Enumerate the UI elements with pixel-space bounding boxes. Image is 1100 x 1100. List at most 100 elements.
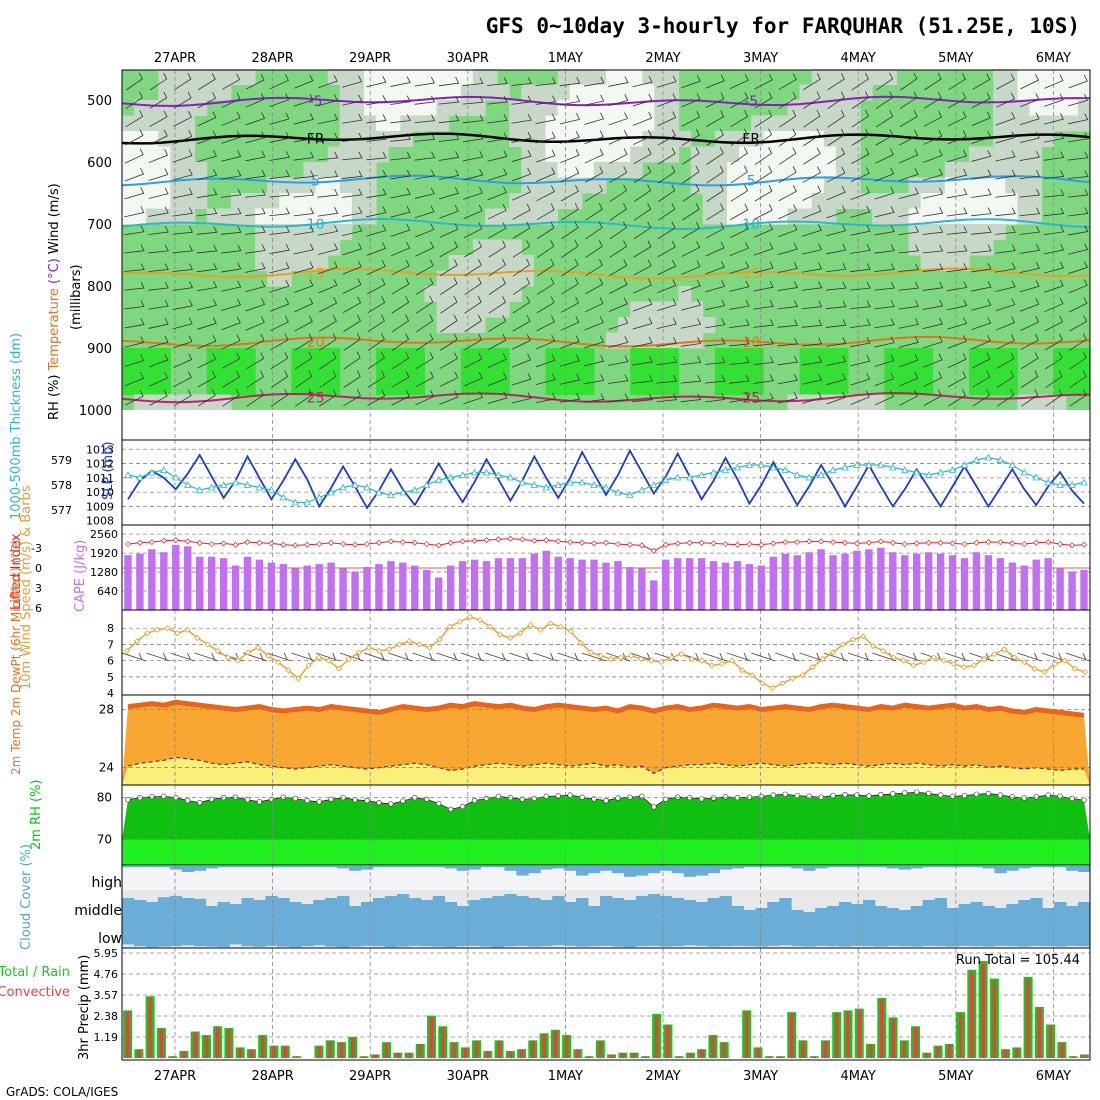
slp-tick-label: 1010 [86,486,114,499]
wind-barb [341,113,363,124]
lifted-index-point [603,539,609,546]
rh-cell [581,348,595,364]
cape-bar [984,555,993,610]
wind-barb [706,165,724,184]
wind-barb [608,130,628,145]
wind-barb [439,259,458,277]
lifted-index-point [196,539,203,546]
rh-cell [509,255,522,271]
rh-cell [727,146,740,163]
rh-cell [714,363,728,380]
high-cloud-bar [779,866,792,868]
lifted-index-point [973,539,980,546]
wind-speed-point [537,626,544,633]
high-cloud-bar [994,866,1007,874]
wind-barb [657,147,676,165]
rh-cell [993,177,1006,194]
wind-barb [778,166,797,184]
middle-cloud-bar [361,902,374,930]
rh-cell [521,115,534,132]
rh-cell [872,193,885,209]
rh-cell [230,363,244,380]
wind-barb [777,319,799,328]
rh-cell [606,84,619,101]
wind-barb [511,167,532,182]
wind-speed-point [900,657,907,664]
wind-barb [657,279,677,294]
cape-bar [219,558,228,610]
rh-cell [206,348,220,364]
wind-barb [825,300,847,310]
wind-barb [1069,315,1088,332]
rh-cell [642,146,655,163]
rh-cell [751,379,764,395]
precip-convective-bar [913,1027,918,1058]
wind-barb [220,207,242,217]
rh-cell [811,394,825,411]
middle-cloud-bar [456,906,469,930]
wind-barb [511,353,532,368]
wind-barb [464,240,483,258]
wind-barb [220,262,242,273]
lifted-index-point [220,540,227,547]
rh-cell [727,348,740,364]
wind-barb [1068,243,1089,255]
rh-cell [908,177,922,194]
wind-barb [923,389,942,407]
wind-speed-point [970,662,978,669]
wind-barb [754,184,773,202]
wind-barb [1067,188,1089,198]
wind-speed-point [1011,654,1018,661]
rh-cell [388,84,401,101]
rh-cell [811,177,825,194]
middle-cloud-bar [372,898,386,930]
wind-barb [585,240,603,258]
rh-cell [920,177,934,194]
rh-point [519,796,526,803]
high-cloud-bar [289,866,302,868]
rh-cell [1053,115,1067,132]
precip-convective-bar [1003,1049,1008,1058]
rh-cell [460,363,474,380]
middle-cloud-bar [277,898,290,930]
rh-cell [872,394,885,411]
li-tick-label: 3 [35,582,42,595]
rh-cell [533,193,546,209]
low-cloud-bar [468,930,481,946]
rh-cell [315,162,329,178]
low-cloud-bar [862,930,876,947]
wind-barb [293,207,315,217]
rh-cell [920,379,934,395]
rh-cell [557,162,571,178]
rh-cell [206,208,220,225]
wind-speed-point [870,642,877,650]
low-cloud-bar [193,930,207,947]
wind-barb [899,91,918,109]
middle-cloud-bar [492,896,505,930]
wind-barb [512,185,531,201]
wind-barb [342,260,362,275]
lifted-index-point [985,539,992,546]
wind-barb [535,392,556,404]
rh-cell [509,100,522,116]
rh-cell [642,131,655,147]
date-tick-label: 30APR [447,1069,489,1084]
wind-barb [416,314,434,333]
wind-barb [1019,112,1040,126]
wind-barb [293,132,314,143]
isotherm-label: 5 [747,174,756,190]
isotherm-line [121,95,1091,107]
rh-cell [908,208,922,225]
wind-speed-point [668,654,675,661]
wind-barb [463,391,483,405]
surface-wind-barb [968,652,994,662]
rh-cell [956,224,970,240]
surface-wind-barb [799,652,824,662]
rh-cell [388,115,401,132]
surface-wind-barb [751,652,776,662]
wind-barb [874,354,895,367]
wind-barb [294,351,313,370]
wind-speed-point [981,655,988,663]
isotherm-line [121,132,1091,145]
rh-cell [654,131,667,147]
